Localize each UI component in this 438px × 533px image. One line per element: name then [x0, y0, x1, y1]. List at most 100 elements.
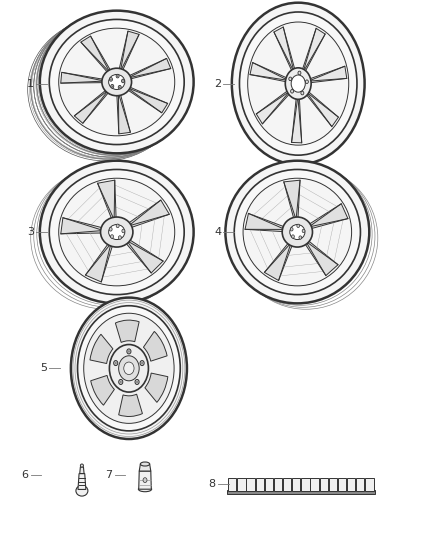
Circle shape — [71, 297, 187, 439]
Circle shape — [119, 379, 123, 384]
FancyBboxPatch shape — [301, 478, 310, 491]
Circle shape — [111, 84, 114, 88]
Text: 4: 4 — [214, 227, 221, 237]
Circle shape — [289, 77, 292, 80]
Ellipse shape — [81, 464, 83, 467]
FancyBboxPatch shape — [356, 478, 364, 491]
Circle shape — [114, 361, 118, 366]
Circle shape — [118, 236, 121, 239]
Circle shape — [140, 361, 144, 366]
Ellipse shape — [40, 11, 194, 154]
Polygon shape — [78, 473, 86, 489]
Polygon shape — [308, 66, 347, 83]
Text: 1: 1 — [27, 78, 34, 88]
Ellipse shape — [76, 486, 88, 496]
Polygon shape — [80, 467, 84, 473]
Ellipse shape — [243, 178, 352, 286]
Ellipse shape — [290, 224, 305, 239]
Circle shape — [135, 379, 139, 384]
Circle shape — [109, 228, 112, 231]
Circle shape — [247, 22, 349, 145]
Circle shape — [136, 381, 138, 383]
Ellipse shape — [282, 217, 312, 247]
Polygon shape — [127, 200, 170, 228]
FancyBboxPatch shape — [311, 478, 319, 491]
Ellipse shape — [141, 462, 150, 466]
Circle shape — [122, 79, 124, 83]
Circle shape — [299, 236, 302, 239]
Polygon shape — [125, 239, 163, 273]
FancyBboxPatch shape — [338, 478, 346, 491]
Wedge shape — [90, 334, 113, 364]
Ellipse shape — [138, 487, 152, 492]
Polygon shape — [139, 464, 151, 471]
Polygon shape — [85, 243, 113, 282]
Circle shape — [305, 80, 308, 84]
Polygon shape — [302, 28, 325, 73]
Ellipse shape — [102, 68, 131, 96]
Polygon shape — [245, 213, 286, 232]
Polygon shape — [305, 91, 339, 127]
Circle shape — [118, 85, 121, 89]
Circle shape — [110, 344, 148, 392]
Circle shape — [119, 356, 139, 381]
Ellipse shape — [109, 224, 125, 239]
Text: 3: 3 — [27, 227, 34, 237]
FancyBboxPatch shape — [228, 478, 237, 491]
Circle shape — [285, 68, 311, 99]
Polygon shape — [127, 59, 171, 79]
Ellipse shape — [49, 169, 184, 295]
Text: 8: 8 — [208, 479, 215, 489]
FancyBboxPatch shape — [283, 478, 291, 491]
Polygon shape — [139, 471, 151, 489]
Wedge shape — [115, 320, 139, 342]
FancyBboxPatch shape — [255, 478, 264, 491]
Circle shape — [290, 228, 293, 231]
Circle shape — [84, 313, 174, 423]
Circle shape — [119, 86, 120, 88]
Polygon shape — [304, 240, 338, 276]
Circle shape — [240, 12, 357, 155]
Text: 5: 5 — [40, 364, 47, 373]
FancyBboxPatch shape — [274, 478, 282, 491]
FancyBboxPatch shape — [320, 478, 328, 491]
Circle shape — [298, 71, 301, 75]
Polygon shape — [98, 180, 116, 220]
Polygon shape — [284, 180, 300, 220]
Wedge shape — [143, 332, 167, 361]
Ellipse shape — [101, 217, 133, 247]
Circle shape — [297, 224, 300, 228]
Circle shape — [78, 306, 180, 431]
Circle shape — [232, 3, 364, 165]
Wedge shape — [119, 394, 142, 416]
FancyBboxPatch shape — [227, 490, 375, 495]
Polygon shape — [61, 217, 103, 234]
FancyBboxPatch shape — [265, 478, 273, 491]
Polygon shape — [292, 96, 302, 143]
Polygon shape — [117, 93, 131, 134]
Polygon shape — [250, 62, 288, 82]
Ellipse shape — [59, 28, 175, 136]
Circle shape — [116, 224, 119, 228]
Polygon shape — [119, 31, 139, 72]
Circle shape — [143, 478, 147, 482]
FancyBboxPatch shape — [237, 478, 246, 491]
Circle shape — [117, 76, 118, 77]
Circle shape — [291, 75, 305, 92]
Circle shape — [291, 90, 293, 93]
Text: 6: 6 — [21, 470, 28, 480]
Wedge shape — [91, 375, 114, 405]
FancyBboxPatch shape — [247, 478, 254, 491]
Circle shape — [123, 80, 124, 82]
Circle shape — [128, 350, 130, 353]
FancyBboxPatch shape — [328, 478, 337, 491]
FancyBboxPatch shape — [292, 478, 300, 491]
Polygon shape — [81, 36, 111, 74]
Ellipse shape — [40, 161, 194, 303]
Circle shape — [110, 79, 112, 80]
FancyBboxPatch shape — [347, 478, 355, 491]
Ellipse shape — [49, 19, 184, 144]
Polygon shape — [265, 242, 293, 280]
Ellipse shape — [234, 169, 360, 295]
Circle shape — [124, 362, 134, 375]
